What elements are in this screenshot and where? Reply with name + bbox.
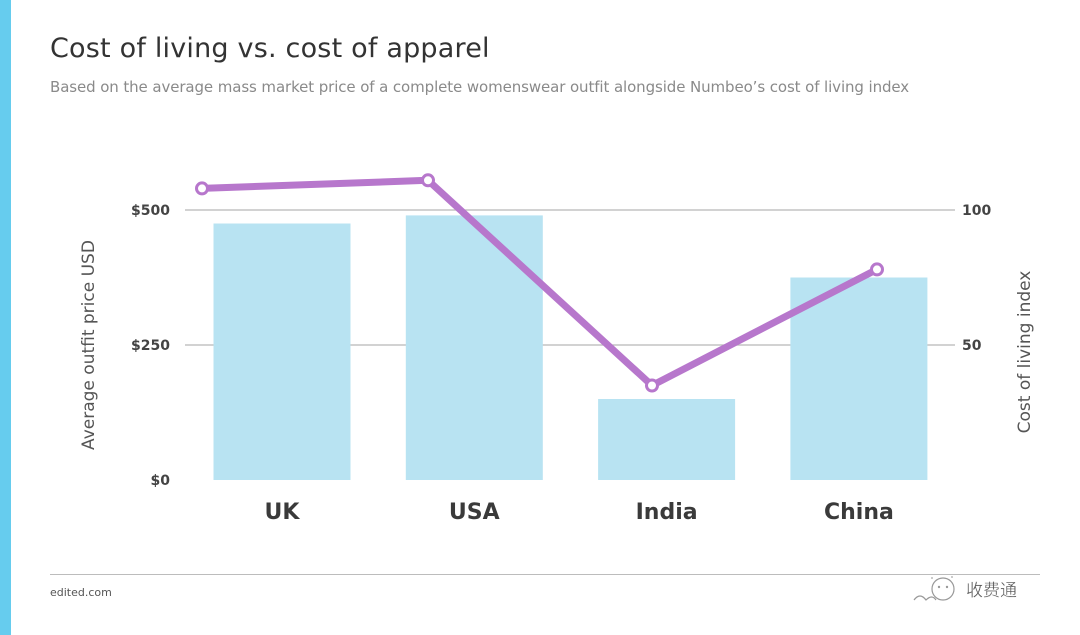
chart-subtitle: Based on the average mass market price o… (50, 78, 910, 96)
line-point-usa (421, 173, 435, 188)
line-point-india (645, 378, 659, 393)
source-label: edited.com (50, 586, 112, 599)
wechat-mascot-icon (913, 576, 955, 601)
x-tick-label: USA (449, 500, 500, 525)
line-point-china (870, 262, 884, 277)
y-tick-label: $250 (131, 338, 170, 354)
y-right-tick-label: 50 (962, 338, 982, 354)
x-tick-label: India (636, 500, 698, 525)
bar-india (598, 399, 736, 480)
x-tick-label: UK (265, 500, 301, 525)
y-right-axis-title: Cost of living index (1015, 271, 1035, 434)
y-right-tick-label: 100 (962, 203, 991, 219)
line-series (195, 173, 884, 393)
bar-series (213, 215, 928, 480)
chart-title: Cost of living vs. cost of apparel (50, 33, 490, 64)
y-tick-label: $500 (131, 203, 170, 219)
side-accent-bar (0, 0, 11, 635)
bar-usa (405, 215, 543, 480)
line-point-uk (195, 181, 209, 196)
watermark-text: 收费通 (966, 580, 1017, 600)
footer-divider (50, 574, 1040, 575)
cost-of-living-line (198, 176, 881, 389)
y-axis-title: Average outfit price USD (79, 240, 99, 450)
bar-china (790, 277, 928, 480)
axes: $0 $250 $500 50 100 Average outfit price USD C… (79, 203, 1035, 525)
x-tick-label: China (824, 500, 894, 525)
watermark: 收费通 (910, 572, 1017, 604)
bar-uk (213, 223, 351, 480)
y-tick-label: $0 (151, 473, 171, 489)
